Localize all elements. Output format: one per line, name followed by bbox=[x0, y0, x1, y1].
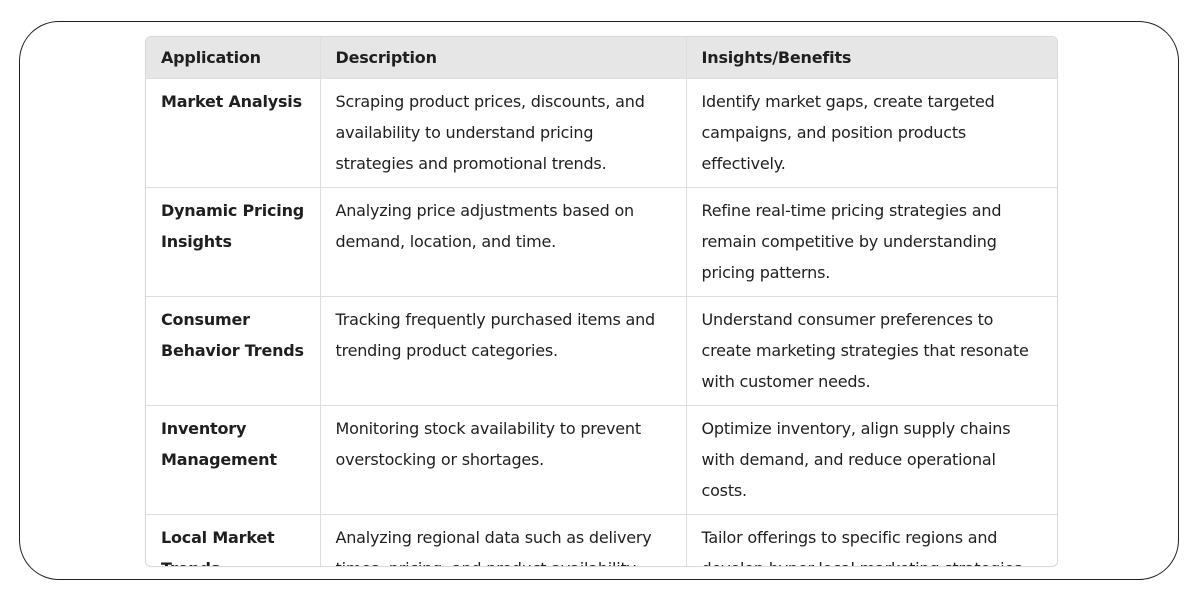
table-row: Inventory Management Monitoring stock av… bbox=[146, 405, 1057, 515]
applications-table: Application Description Insights/Benefit… bbox=[146, 37, 1057, 567]
rounded-frame: Application Description Insights/Benefit… bbox=[19, 21, 1179, 580]
header-description: Description bbox=[320, 37, 687, 79]
cell-insights: Understand consumer preferences to creat… bbox=[686, 296, 1057, 406]
table-row: Dynamic Pricing Insights Analyzing price… bbox=[146, 187, 1057, 297]
cell-application: Market Analysis bbox=[146, 78, 321, 188]
table-row: Consumer Behavior Trends Tracking freque… bbox=[146, 296, 1057, 406]
table-row: Local Market Trends Analyzing regional d… bbox=[146, 514, 1057, 567]
cell-application: Inventory Management bbox=[146, 405, 321, 515]
cell-description: Tracking frequently purchased items and … bbox=[320, 296, 687, 406]
header-insights-benefits: Insights/Benefits bbox=[686, 37, 1057, 79]
header-application: Application bbox=[146, 37, 321, 79]
cell-application: Dynamic Pricing Insights bbox=[146, 187, 321, 297]
cell-insights: Optimize inventory, align supply chains … bbox=[686, 405, 1057, 515]
table-row: Market Analysis Scraping product prices,… bbox=[146, 78, 1057, 188]
cell-insights: Identify market gaps, create targeted ca… bbox=[686, 78, 1057, 188]
table-header-row: Application Description Insights/Benefit… bbox=[146, 37, 1057, 79]
cell-insights: Tailor offerings to specific regions and… bbox=[701, 527, 1028, 567]
applications-table-container: Application Description Insights/Benefit… bbox=[145, 36, 1058, 567]
cell-description: Scraping product prices, discounts, and … bbox=[320, 78, 687, 188]
cell-application: Consumer Behavior Trends bbox=[146, 296, 321, 406]
cell-application: Local Market Trends bbox=[146, 514, 321, 566]
cell-description: Analyzing price adjustments based on dem… bbox=[320, 187, 687, 297]
cell-insights: Refine real-time pricing strategies and … bbox=[686, 187, 1057, 297]
cell-description: Analyzing regional data such as delivery… bbox=[320, 514, 687, 566]
cell-description: Monitoring stock availability to prevent… bbox=[320, 405, 687, 515]
